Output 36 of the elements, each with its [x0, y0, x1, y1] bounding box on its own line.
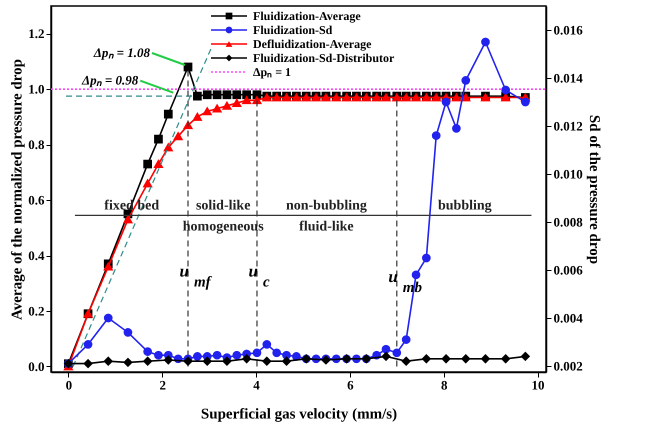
- y-tick-label: 0.8: [28, 137, 45, 152]
- y2-tick-label: 0.004: [554, 310, 584, 326]
- y-tick-label: 1.0: [28, 82, 44, 97]
- y-tick-label: 0.4: [28, 248, 45, 264]
- y2-tick-label: 0.012: [554, 118, 583, 134]
- y-tick-label: 0.2: [28, 304, 44, 318]
- annotation: bubbling: [438, 198, 492, 214]
- legend-label: Fluidization-Sd: [253, 23, 333, 37]
- annotation: solid-like homogeneous: [182, 198, 264, 234]
- x-axis-title: Superficial gas velocity (mm/s): [200, 406, 398, 422]
- y-axis-title: Average of the normalized pressure drop: [9, 59, 26, 320]
- x-tick-label: 8: [440, 378, 448, 392]
- x-tick-label: 4: [253, 378, 260, 392]
- y2-tick-label: 0.008: [554, 214, 584, 230]
- x-tick-label: 0: [66, 378, 72, 392]
- annotation: non-bubbling fluid-like: [286, 198, 367, 234]
- x-tick-label: 2: [159, 378, 166, 392]
- x-tick-label: 10: [532, 378, 545, 392]
- y2-axis-title: Sd of the pressure drop: [586, 114, 602, 264]
- x-tick-label: 6: [347, 378, 354, 392]
- y2-tick-label: 0.006: [554, 262, 584, 278]
- annotation: umf: [180, 262, 213, 290]
- annotation: Δpₙ = 0.98: [80, 72, 139, 88]
- y2-tick-label: 0.010: [554, 166, 583, 182]
- y-tick-label: 0.6: [28, 192, 45, 208]
- y2-tick-label: 0.002: [554, 358, 583, 374]
- legend-label: Defluidization-Average: [253, 37, 372, 51]
- y2-tick-label: 0.016: [554, 22, 584, 38]
- annotation: Δpₙ = 1.08: [92, 45, 150, 60]
- legend-label: Δpₙ = 1: [253, 65, 292, 79]
- legend-label: Fluidization-Average: [253, 9, 362, 23]
- y-tick-label: 1.2: [28, 26, 44, 42]
- y-tick-label: 0.0: [28, 358, 44, 374]
- annotation: uc: [248, 262, 270, 290]
- legend-label: Fluidization-Sd-Distributor: [253, 51, 396, 65]
- y2-tick-label: 0.014: [554, 70, 584, 86]
